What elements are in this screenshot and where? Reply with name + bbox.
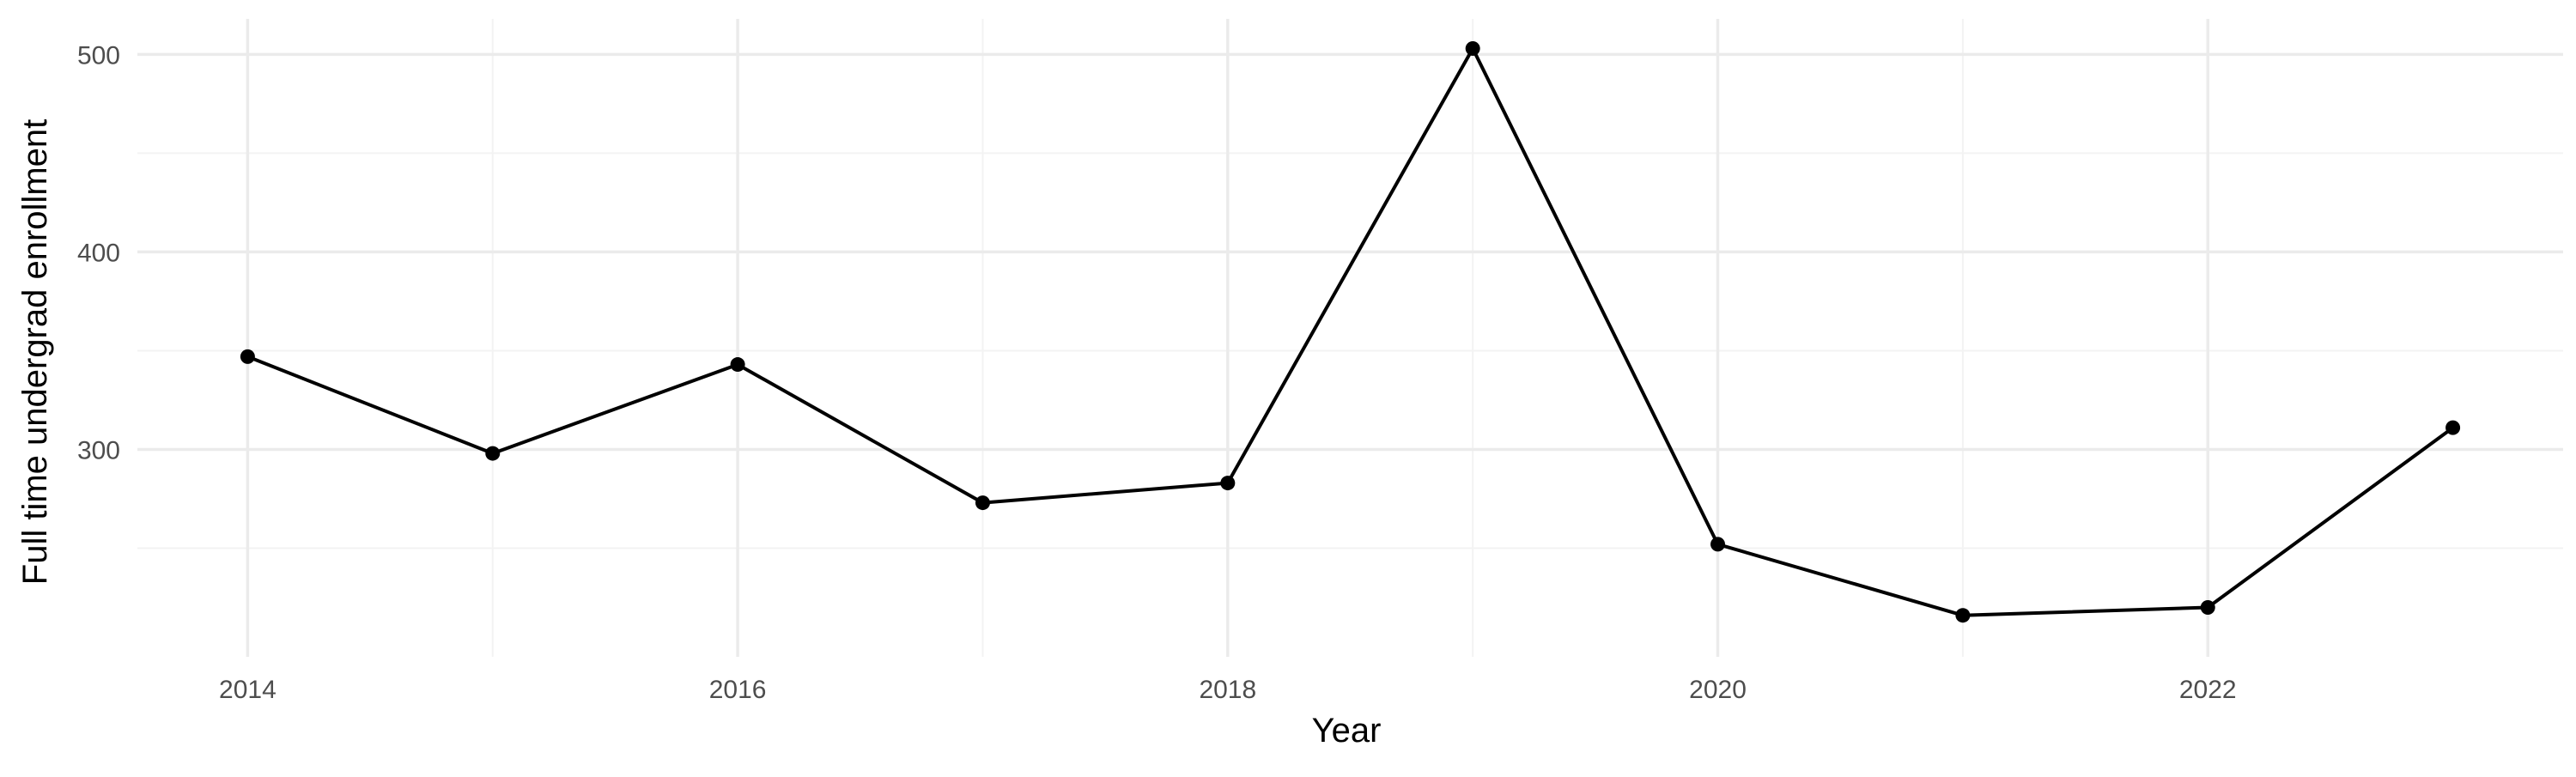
x-tick-label: 2018 (1199, 676, 1256, 704)
y-axis-ticks: 300 400 500 (77, 41, 120, 464)
data-point (975, 495, 990, 511)
data-point (1465, 41, 1480, 57)
x-axis-title: Year (1312, 712, 1382, 750)
x-tick-label: 2020 (1689, 676, 1747, 704)
data-point (1220, 476, 1236, 491)
major-gridlines (137, 19, 2563, 657)
x-tick-label: 2016 (709, 676, 767, 704)
x-axis-ticks: 2014 2016 2018 2020 2022 (219, 676, 2237, 704)
x-tick-label: 2014 (219, 676, 276, 704)
y-tick-label: 300 (77, 436, 120, 464)
series-layer (240, 41, 2461, 623)
data-point (485, 446, 501, 461)
y-tick-label: 400 (77, 239, 120, 267)
data-point (240, 349, 255, 364)
x-tick-label: 2022 (2179, 676, 2237, 704)
data-point (2200, 599, 2215, 615)
y-tick-label: 500 (77, 41, 120, 70)
minor-gridlines (137, 19, 2563, 657)
data-point (1710, 537, 1726, 552)
y-axis-title: Full time undergrad enrollment (16, 119, 54, 585)
data-point (2445, 420, 2461, 435)
series-line (246, 46, 2454, 617)
data-point (730, 357, 745, 373)
data-point (1955, 608, 1971, 623)
